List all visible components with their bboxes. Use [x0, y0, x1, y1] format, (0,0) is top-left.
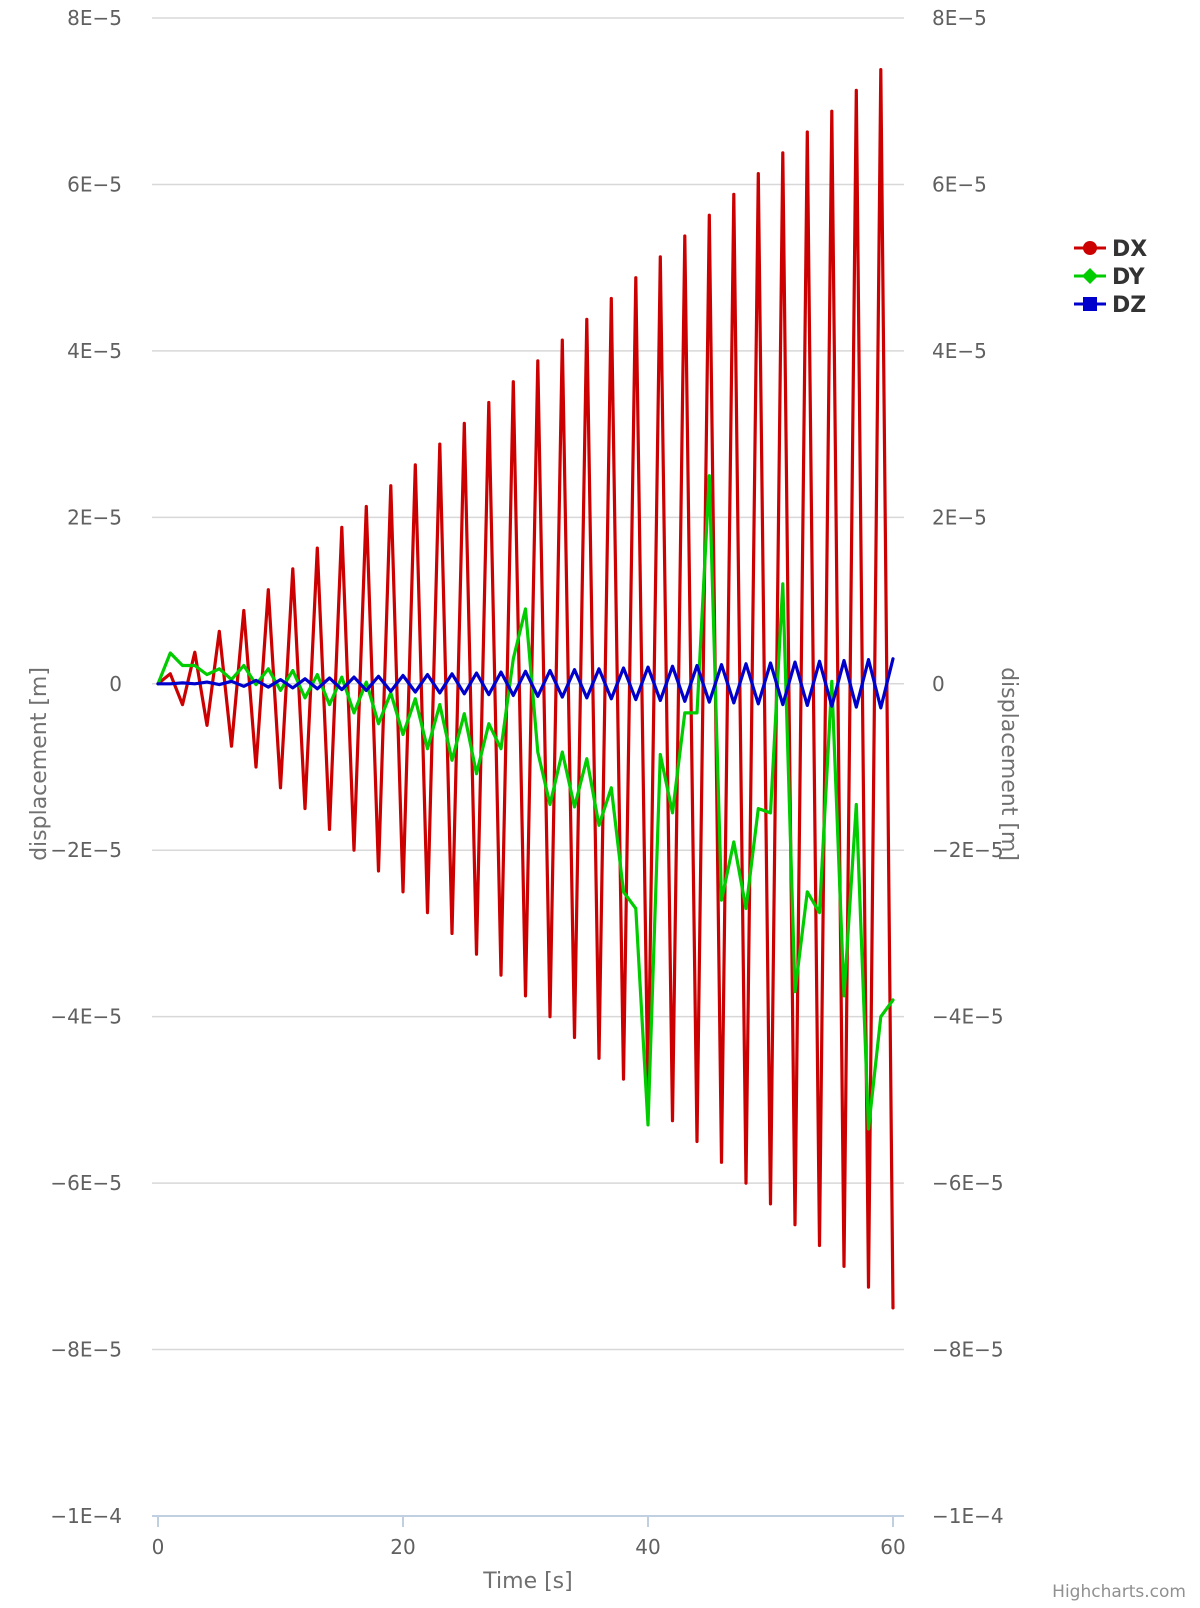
credits-link[interactable]: Highcharts.com [1052, 1582, 1186, 1602]
y-tick-label-left: 6E−5 [67, 172, 122, 196]
x-axis: 0 20 40 60 [152, 1515, 906, 1559]
x-tick-label: 0 [152, 1535, 165, 1559]
y-tick-label-left: 0 [109, 672, 122, 696]
circle-marker-icon [1083, 241, 1097, 255]
y-tick-label-right: −8E−5 [932, 1338, 1004, 1362]
y-tick-label-left: 4E−5 [67, 339, 122, 363]
y-tick-label-right: 2E−5 [932, 505, 987, 529]
y-tick-label-left: 8E−5 [67, 6, 122, 30]
series-line-dz[interactable] [156, 657, 895, 710]
x-tick-label: 60 [880, 1535, 905, 1559]
x-tick-label: 20 [390, 1535, 415, 1559]
y-axis-title-right: displacement [m] [996, 667, 1021, 861]
square-marker-icon [1083, 297, 1097, 311]
y-tick-label-right: −4E−5 [932, 1005, 1004, 1029]
legend-item-dz[interactable]: DZ [1074, 293, 1146, 318]
y-tick-label-left: 2E−5 [67, 505, 122, 529]
y-axis-right: 8E−5 6E−5 4E−5 2E−5 0 −2E−5 −4E−5 −6E−5 −8E−5 −1E… [932, 6, 1004, 1528]
y-tick-label-right: 0 [932, 672, 945, 696]
series-line-dy[interactable] [156, 474, 895, 1131]
series-layer [156, 67, 895, 1310]
y-axis-title-left: displacement [m] [27, 667, 52, 861]
y-tick-label-left: −8E−5 [50, 1338, 122, 1362]
x-axis-title: Time [s] [482, 1569, 572, 1594]
y-tick-label-left: −1E−4 [50, 1504, 122, 1528]
diamond-marker-icon [1082, 268, 1098, 284]
y-tick-label-right: 4E−5 [932, 339, 987, 363]
y-tick-label-right: 8E−5 [932, 6, 987, 30]
series-line-dx[interactable] [156, 67, 895, 1310]
legend-label: DX [1112, 237, 1147, 262]
legend[interactable]: DX DY DZ [1074, 237, 1147, 318]
y-tick-label-left: −6E−5 [50, 1171, 122, 1195]
y-tick-label-left: −2E−5 [50, 838, 122, 862]
legend-item-dx[interactable]: DX [1074, 237, 1147, 262]
legend-label: DY [1112, 265, 1146, 290]
y-axis-left: 8E−5 6E−5 4E−5 2E−5 0 −2E−5 −4E−5 −6E−5 −8E−5 −1E… [50, 6, 122, 1528]
legend-item-dy[interactable]: DY [1074, 265, 1146, 290]
legend-label: DZ [1112, 293, 1146, 318]
y-tick-label-right: 6E−5 [932, 172, 987, 196]
y-tick-label-right: −2E−5 [932, 838, 1004, 862]
x-tick-label: 40 [635, 1535, 660, 1559]
y-tick-label-right: −1E−4 [932, 1504, 1004, 1528]
y-tick-label-left: −4E−5 [50, 1005, 122, 1029]
y-tick-label-right: −6E−5 [932, 1171, 1004, 1195]
